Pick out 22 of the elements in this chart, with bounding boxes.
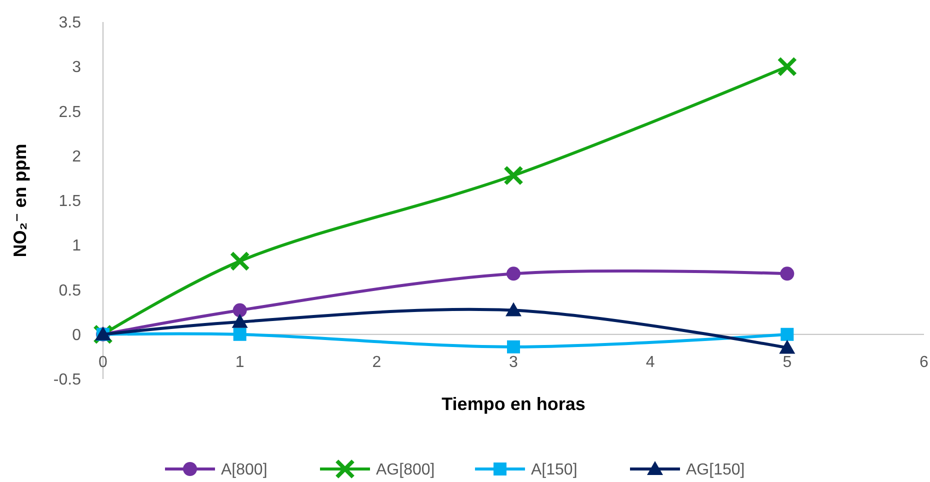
y-axis-title: NO₂⁻ en ppm <box>10 144 30 258</box>
y-tick-label: 1.5 <box>58 193 82 210</box>
x-tick-label: 2 <box>372 354 382 371</box>
legend-label: AG[800] <box>376 462 435 479</box>
y-tick-label: 0 <box>72 326 82 344</box>
y-tick-label: 0.5 <box>58 282 82 300</box>
x-tick-label: 4 <box>646 354 655 371</box>
legend-label: A[150] <box>531 462 578 479</box>
y-tick-label: 1 <box>72 238 82 255</box>
y-tick-label: 3.5 <box>58 14 82 32</box>
x-tick-label: 1 <box>235 354 244 371</box>
y-tick-label: -0.5 <box>53 372 82 389</box>
y-tick-label: 2 <box>72 148 82 166</box>
x-tick-label: 5 <box>782 354 792 371</box>
x-tick-label: 0 <box>98 354 108 371</box>
x-tick-label: 6 <box>920 354 929 371</box>
y-tick-label: 2.5 <box>58 104 82 121</box>
legend-label: A[800] <box>221 462 268 479</box>
x-tick-label: 3 <box>509 354 518 371</box>
legend-label: AG[150] <box>686 462 745 479</box>
y-tick-label: 3 <box>72 59 82 76</box>
x-axis-title: Tiempo en horas <box>442 394 586 414</box>
